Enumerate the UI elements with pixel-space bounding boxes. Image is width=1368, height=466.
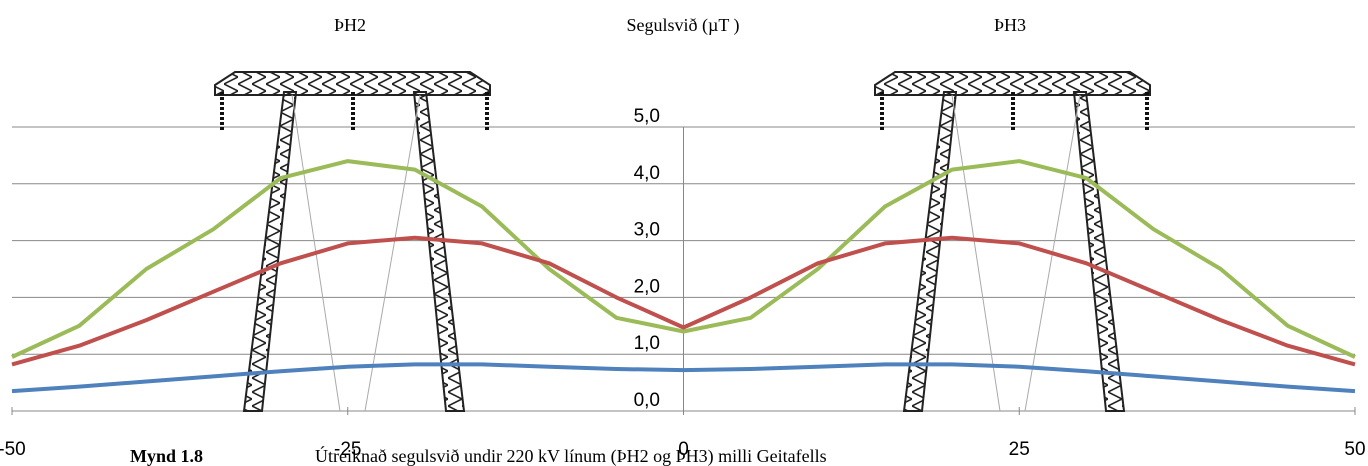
tower-label: ÞH3 bbox=[994, 15, 1026, 35]
y-tick-label: 0,0 bbox=[634, 390, 660, 411]
chart-title: Segulsvið (µT ) bbox=[626, 15, 739, 36]
tower-label: ÞH2 bbox=[334, 15, 366, 35]
y-tick-label: 1,0 bbox=[634, 333, 660, 354]
series-line bbox=[11, 362, 1356, 394]
y-tick-label: 4,0 bbox=[634, 163, 660, 184]
y-tick-label: 2,0 bbox=[634, 276, 660, 297]
y-tick-label: 5,0 bbox=[634, 106, 660, 127]
series-line bbox=[11, 159, 1356, 359]
x-tick-label: 0 bbox=[678, 439, 689, 460]
y-tick-label: 3,0 bbox=[634, 220, 660, 241]
caption-text: Útreiknað segulsvið undir 220 kV línum (… bbox=[315, 445, 827, 466]
x-tick-label: -25 bbox=[334, 439, 361, 460]
series-line bbox=[11, 235, 1356, 367]
caption-label: Mynd 1.8 bbox=[130, 446, 203, 466]
x-tick-label: 25 bbox=[1009, 439, 1030, 460]
x-tick-label: -50 bbox=[0, 439, 26, 460]
x-tick-label: 50 bbox=[1344, 439, 1365, 460]
